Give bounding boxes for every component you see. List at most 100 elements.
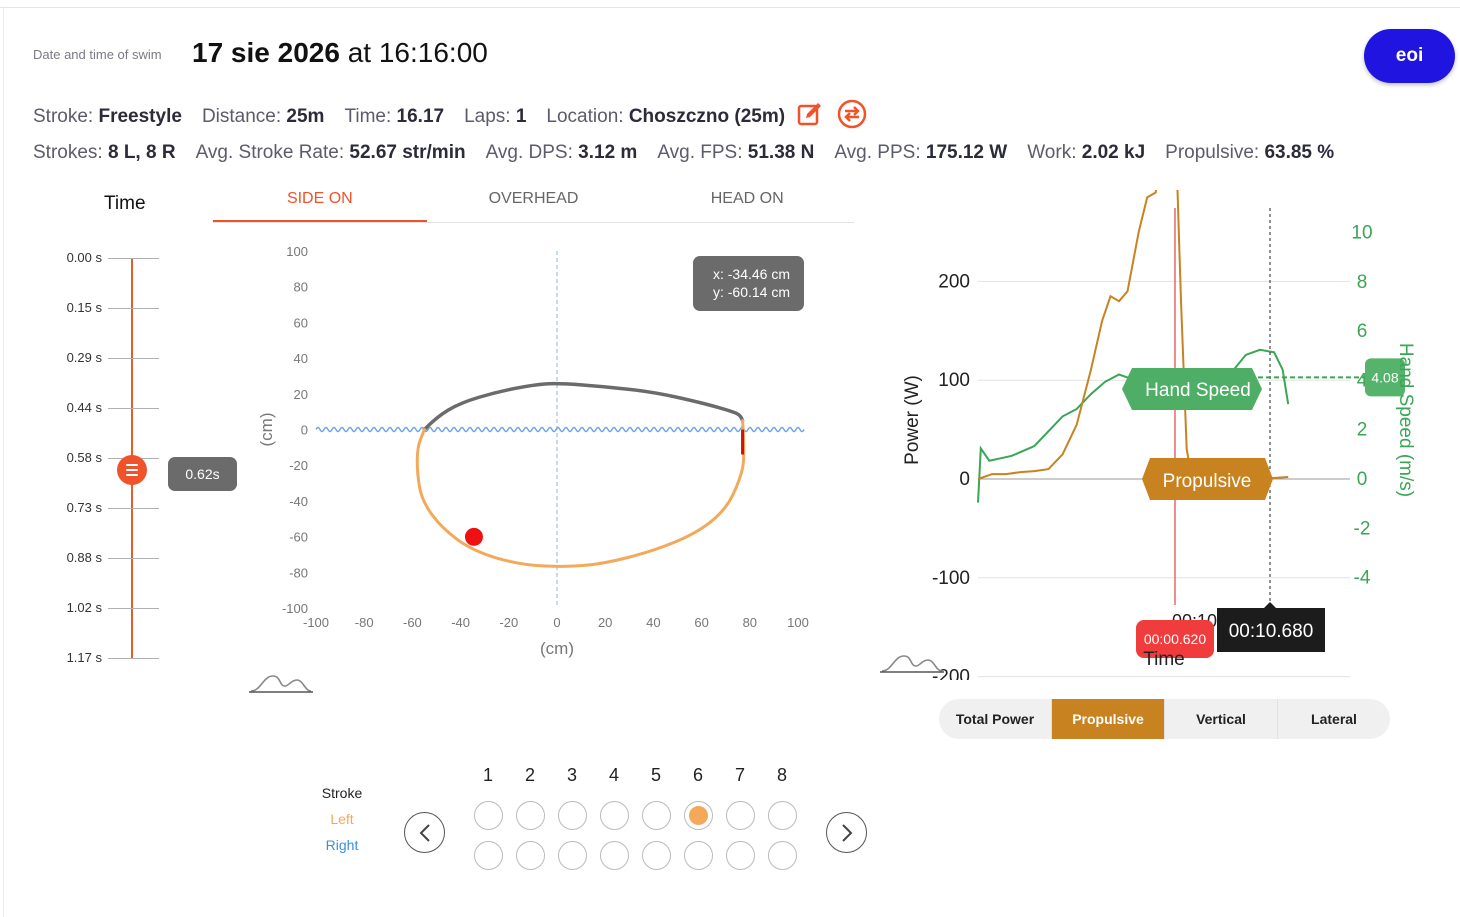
swim-summary-row: Stroke: Freestyle Distance: 25m Time: 16… [33,99,867,135]
time-slider[interactable]: 0.00 s 0.15 s 0.29 s 0.44 s 0.58 s 0.73 s 0.88… [0,240,250,680]
speed-tick-label: 12 [1351,190,1372,194]
stat-stroke: Stroke: Freestyle [33,106,182,127]
speed-axis-label: Hand Speed (m/s) [1395,343,1416,497]
stroke-trajectory-chart: -100 -80 -60 -40 -20 0 20 40 60 80 100 100 80 60 40 20 0… [257,244,809,658]
y-tick-label: 100 [286,244,308,259]
stroke-right-2-button[interactable] [515,840,545,870]
stroke-right-7-button[interactable] [725,840,755,870]
stroke-number: 5 [650,765,661,785]
stat-distance: Distance: 25m [201,106,325,127]
stroke-legend-left: Left [330,811,354,827]
stroke-right-3-button[interactable] [557,840,587,870]
stat-stroke-rate: Avg. Stroke Rate: 52.67 str/min [195,142,466,163]
stroke-number: 8 [776,765,787,785]
y-tick-label: -60 [289,530,308,545]
stat-propulsive: Propulsive: 63.85 % [1165,142,1335,163]
tab-head-on[interactable]: HEAD ON [710,190,784,207]
power-mode-toggle: Total Power Propulsive Vertical Lateral [939,699,1390,739]
x-tick-label: 40 [646,615,660,630]
y-tick-label: 20 [294,387,308,402]
time-tick-mark [108,358,159,359]
stroke-left-4-button[interactable] [599,800,629,830]
y-tick-label: -20 [289,458,308,473]
stat-laps: Laps: 1 [464,106,527,127]
mode-vertical[interactable]: Vertical [1165,699,1278,739]
tab-overhead[interactable]: OVERHEAD [488,190,579,207]
tooltip-y: y: -60.14 cm [712,284,790,300]
stroke-number: 4 [608,765,619,785]
time-tick-mark [108,508,159,509]
time-tick-mark [108,658,159,659]
x-tick-label: -20 [499,615,518,630]
tooltip-x: x: -34.46 cm [712,266,790,282]
left-border [3,7,4,917]
time-tick-label: 1.17 s [66,650,102,665]
stroke-number: 1 [482,765,493,785]
x-tick-label: -100 [303,615,329,630]
stroke-legend: Stroke Left Right [312,780,372,858]
x-tick-label: -60 [403,615,422,630]
stroke-left-3-button[interactable] [557,800,587,830]
y-axis-label: (cm) [257,413,276,447]
x-tick-label: -40 [451,615,470,630]
recovery-path [422,381,745,432]
y-tick-label: -40 [289,494,308,509]
y-tick-label: 40 [294,351,308,366]
next-stroke-button[interactable] [826,812,867,853]
speed-tick-label: -4 [1354,568,1371,589]
sync-icon[interactable] [837,99,867,135]
speed-tick-label: 10 [1351,223,1372,244]
chevron-left-icon [419,823,430,842]
mode-propulsive[interactable]: Propulsive [1052,699,1165,739]
stroke-left-8-button[interactable] [767,800,797,830]
time-tick-mark [108,258,159,259]
slider-handle-grip [126,464,138,466]
slider-handle-icon[interactable] [117,455,147,485]
stroke-right-4-button[interactable] [599,840,629,870]
underwater-path [415,419,746,568]
stroke-left-2-button[interactable] [515,800,545,830]
red-time-text: 00:00.620 [1144,631,1206,647]
user-avatar-button[interactable]: eoi [1364,29,1455,83]
hand-speed-series-label: Hand Speed [1145,380,1251,401]
distribution-curve-icon[interactable] [249,672,313,694]
time-tick-label: 0.73 s [66,500,102,515]
y-tick-label: 60 [294,315,308,330]
mode-lateral[interactable]: Lateral [1311,711,1357,727]
y-tick-label: -80 [289,565,308,580]
stroke-left-1-button[interactable] [473,800,503,830]
hand-speed-value-badge [1365,358,1405,397]
time-tick-label: 0.58 s [66,450,102,465]
stroke-right-8-button[interactable] [767,840,797,870]
power-tick-label: -100 [932,568,970,589]
stroke-left-6-button[interactable] [683,800,713,830]
prev-stroke-button[interactable] [404,812,445,853]
stat-strokes: Strokes: 8 L, 8 R [33,142,176,163]
time-tick-label: 0.44 s [66,400,102,415]
time-tick-label: 0.15 s [66,300,102,315]
tab-side-on[interactable]: SIDE ON [213,185,427,222]
stroke-right-5-button[interactable] [641,840,671,870]
stroke-legend-title: Stroke [321,785,363,801]
distribution-curve-icon[interactable] [880,652,944,674]
swim-at: at [347,37,372,68]
stroke-right-6-button[interactable] [683,840,713,870]
speed-tick-label: 2 [1357,420,1368,441]
stroke-number: 2 [524,765,535,785]
selected-stroke-dot [688,805,708,825]
x-tick-label: 60 [694,615,708,630]
x-tick-label: 0 [553,615,560,630]
stroke-number: 7 [734,765,745,785]
stroke-right-1-button[interactable] [473,840,503,870]
edit-icon[interactable] [797,101,823,133]
x-tick-label: 100 [787,615,809,630]
stroke-left-5-button[interactable] [641,800,671,830]
time-tick-mark [108,558,159,559]
stat-pps: Avg. PPS: 175.12 W [834,142,1008,163]
x-tick-label: 20 [598,615,612,630]
stroke-left-7-button[interactable] [725,800,755,830]
time-tick-mark [108,608,159,609]
mode-total-power[interactable]: Total Power [939,699,1052,739]
water-surface-line [315,426,805,433]
x-axis-label: (cm) [540,639,574,658]
